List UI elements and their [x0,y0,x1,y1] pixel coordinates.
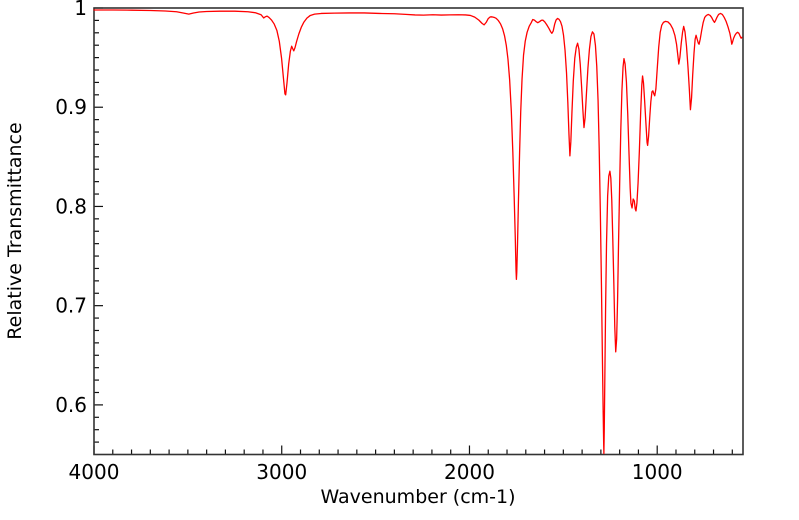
x-tick-label: 3000 [256,460,307,484]
x-tick-label: 2000 [444,460,495,484]
tick-labels: 4000 3000 2000 1000 1 0.9 0.8 0.7 0.6 [55,0,682,484]
x-axis-title: Wavenumber (cm-1) [320,486,515,508]
spectrum-line [93,9,743,455]
minor-ticks [94,19,733,455]
x-tick-label: 4000 [69,460,120,484]
plot-border [93,7,744,456]
y-tick-label: 0.8 [55,194,87,218]
y-tick-label: 0.7 [55,294,87,318]
y-axis-title: Relative Transmittance [4,122,26,339]
y-tick-label: 0.9 [55,95,87,119]
y-tick-label: 1 [74,0,87,20]
y-tick-label: 0.6 [55,393,87,417]
major-ticks [93,7,658,455]
x-tick-label: 1000 [632,460,683,484]
